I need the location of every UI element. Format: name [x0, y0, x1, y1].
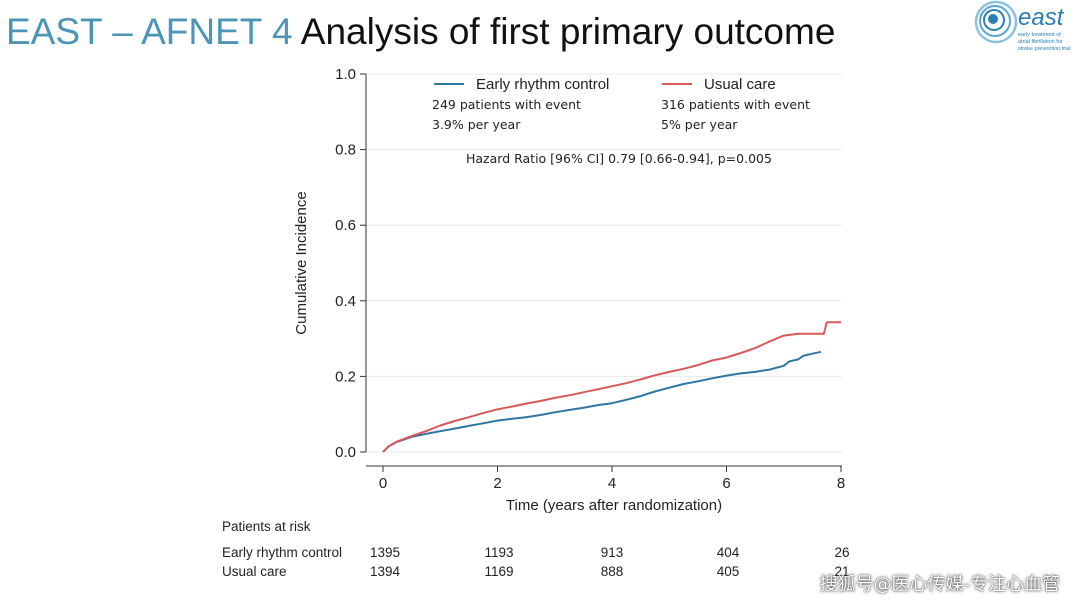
slide-title-accent: EAST – AFNET 4	[6, 11, 293, 52]
logo-tagline: early treatment of atrial fibrillation f…	[1018, 32, 1071, 52]
hazard-ratio-annotation: Hazard Ratio [96% CI] 0.79 [0.66-0.94], …	[466, 151, 772, 166]
usual-care-rate: 5% per year	[661, 117, 738, 132]
slide-title: EAST – AFNET 4 Analysis of first primary…	[6, 8, 835, 56]
y-axis-label: Cumulative Incidence	[293, 191, 310, 334]
east-logo-mark-icon	[974, 0, 1018, 44]
y-tick-label: 1.0	[335, 66, 356, 83]
logo-wordmark: east	[1018, 4, 1064, 31]
series-lines	[382, 321, 841, 453]
x-tick-label: 4	[608, 475, 616, 492]
series-line-early-rhythm-control	[382, 350, 822, 453]
y-tick-label: 0.8	[335, 142, 356, 159]
x-ticks: 0 2 4 6 8	[379, 466, 845, 492]
y-ticks: 0.0 0.2 0.4 0.6 0.8 1.0	[335, 66, 366, 461]
legend-label-early-rhythm-control: Early rhythm control	[476, 76, 609, 93]
x-tick-label: 2	[493, 475, 501, 492]
early-rhythm-rate: 3.9% per year	[432, 117, 521, 132]
y-tick-label: 0.2	[335, 368, 356, 385]
slide-title-main: Analysis of first primary outcome	[300, 11, 836, 52]
watermark: 搜狐号@医心传媒-专注心血管	[819, 574, 1061, 595]
legend: Early rhythm control 249 patients with e…	[432, 76, 810, 132]
y-tick-label: 0.4	[335, 293, 356, 310]
gridlines	[366, 73, 842, 453]
x-tick-label: 0	[379, 475, 387, 492]
x-tick-label: 8	[837, 475, 845, 492]
y-tick-label: 0.0	[335, 444, 356, 461]
early-rhythm-events: 249 patients with event	[432, 97, 581, 112]
legend-label-usual-care: Usual care	[704, 76, 776, 93]
east-logo: east early treatment of atrial fibrillat…	[972, 0, 1080, 66]
x-axis-label: Time (years after randomization)	[506, 497, 722, 514]
y-tick-label: 0.6	[335, 217, 356, 234]
x-tick-label: 6	[722, 475, 730, 492]
plot-area	[366, 74, 842, 452]
series-line-usual-care	[382, 321, 841, 453]
usual-care-events: 316 patients with event	[661, 97, 810, 112]
